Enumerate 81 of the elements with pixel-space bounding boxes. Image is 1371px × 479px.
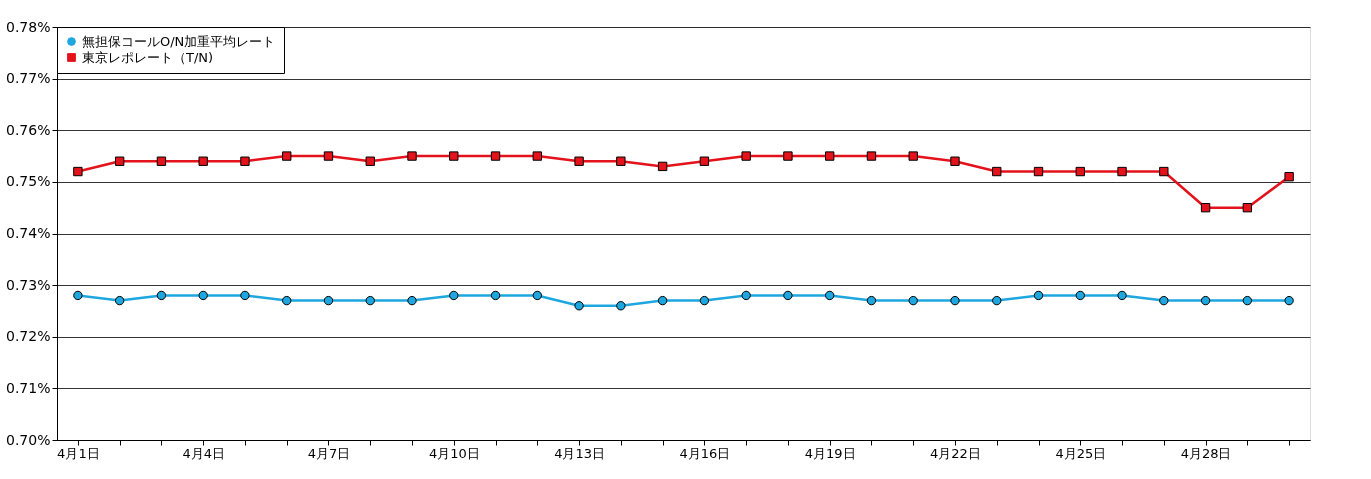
- y-tick-label: 0.78%: [6, 18, 51, 35]
- x-tick-label: 4月22日: [930, 445, 981, 461]
- point: [1117, 166, 1127, 177]
- point: [198, 290, 208, 301]
- point: [449, 151, 459, 161]
- point: [198, 156, 208, 166]
- x-tick-label: 4月28日: [1180, 445, 1232, 461]
- point: [73, 290, 83, 301]
- point: [657, 295, 668, 306]
- point: [741, 290, 751, 301]
- point: [616, 301, 626, 311]
- y-tick-label: 0.70%: [6, 431, 51, 448]
- point: [365, 295, 375, 306]
- point: [866, 295, 877, 306]
- point: [992, 166, 1002, 177]
- point: [574, 301, 584, 311]
- point: [950, 295, 960, 306]
- point: [1159, 295, 1169, 306]
- point: [1033, 290, 1044, 301]
- point: [699, 295, 710, 306]
- point: [783, 151, 793, 161]
- point: [1075, 290, 1085, 301]
- point: [992, 295, 1002, 306]
- point: [825, 151, 835, 161]
- point: [490, 290, 501, 301]
- point: [1033, 166, 1044, 177]
- point: [240, 290, 250, 301]
- x-tick-label: 4月19日: [804, 445, 856, 461]
- x-tick-label: 4月10日: [428, 445, 480, 461]
- point: [908, 151, 918, 161]
- point: [114, 295, 125, 306]
- point: [114, 156, 125, 166]
- y-tick-label: 0.75%: [6, 173, 51, 190]
- point: [741, 151, 751, 161]
- point: [156, 290, 167, 301]
- legend-label: 東京レポレート（T/N): [82, 49, 214, 65]
- point: [365, 156, 375, 166]
- point: [323, 295, 334, 306]
- legend-label: 無担保コールO/N加重平均レート: [82, 33, 276, 49]
- point: [449, 290, 459, 301]
- point: [240, 156, 250, 166]
- point: [1075, 166, 1085, 177]
- point: [616, 156, 626, 166]
- point: [490, 151, 501, 161]
- point: [1242, 295, 1253, 306]
- point: [282, 295, 292, 306]
- point: [1159, 166, 1169, 177]
- x-tick-label: 4月16日: [679, 445, 731, 461]
- x-tick-label: 4月13日: [554, 445, 605, 461]
- point: [532, 151, 542, 161]
- point: [282, 151, 292, 161]
- point: [1284, 172, 1294, 182]
- y-tick-label: 0.74%: [6, 225, 51, 241]
- x-tick-label: 4月4日: [182, 445, 225, 461]
- point: [908, 295, 918, 306]
- point: [1117, 290, 1127, 301]
- x-tick-label: 4月1日: [57, 445, 100, 461]
- y-tick-label: 0.73%: [6, 276, 51, 293]
- point: [825, 290, 835, 301]
- point: [657, 161, 668, 172]
- point: [866, 151, 877, 161]
- y-tick-label: 0.71%: [6, 379, 51, 396]
- point: [950, 156, 960, 166]
- y-tick-label: 0.77%: [6, 70, 51, 87]
- y-tick-label: 0.72%: [6, 328, 51, 345]
- point: [1242, 203, 1253, 213]
- point: [1284, 295, 1294, 306]
- x-tick-label: 4月7日: [307, 445, 351, 461]
- x-tick-label: 4月25日: [1055, 445, 1107, 461]
- point: [323, 151, 334, 161]
- y-tick-label: 0.76%: [6, 121, 51, 138]
- point: [532, 290, 542, 301]
- point: [407, 151, 417, 161]
- point: [1200, 203, 1211, 213]
- point: [1200, 295, 1211, 306]
- point: [156, 156, 167, 166]
- point: [783, 290, 793, 301]
- point: [699, 156, 710, 166]
- point: [73, 166, 83, 177]
- point: [407, 295, 417, 306]
- point: [574, 156, 584, 166]
